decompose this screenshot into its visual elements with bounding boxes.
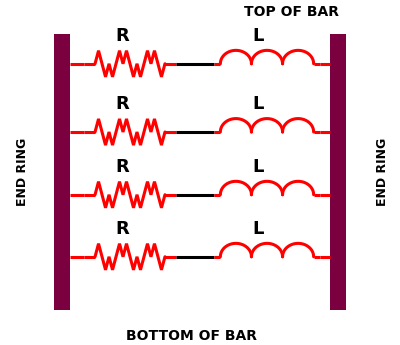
- Text: R: R: [115, 27, 129, 45]
- Text: L: L: [252, 158, 264, 176]
- Text: R: R: [115, 95, 129, 113]
- Text: R: R: [115, 220, 129, 238]
- FancyBboxPatch shape: [54, 34, 70, 310]
- Text: L: L: [252, 220, 264, 238]
- Text: TOP OF BAR: TOP OF BAR: [244, 5, 340, 19]
- Text: L: L: [252, 95, 264, 113]
- Text: END RING: END RING: [376, 138, 388, 206]
- Text: END RING: END RING: [16, 138, 28, 206]
- Text: R: R: [115, 158, 129, 176]
- Text: L: L: [252, 27, 264, 45]
- FancyBboxPatch shape: [330, 34, 346, 310]
- Text: BOTTOM OF BAR: BOTTOM OF BAR: [126, 329, 258, 343]
